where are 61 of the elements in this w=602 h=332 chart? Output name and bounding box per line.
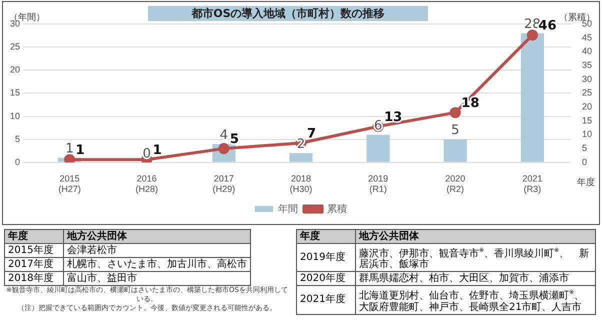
y-tick-label: 20 bbox=[10, 64, 20, 75]
data-label: 5 bbox=[451, 123, 460, 138]
data-label: 1 bbox=[65, 142, 74, 157]
text: 2017年度 bbox=[4, 258, 64, 272]
y2-tick-label: 15 bbox=[582, 115, 592, 126]
y2-tick-label: 30 bbox=[582, 74, 592, 84]
text: 2021年度 bbox=[296, 286, 356, 314]
y-tick-label: 5 bbox=[14, 134, 20, 144]
y2-tick-label: 20 bbox=[582, 102, 592, 112]
text: 地方公共団体 bbox=[356, 230, 596, 244]
text: 年度 bbox=[4, 230, 64, 244]
x-tick-label: 2021 (R3) bbox=[522, 173, 542, 194]
y2-tick-label: 35 bbox=[582, 60, 592, 70]
y-tick-label: 25 bbox=[10, 42, 20, 52]
y-tick-label: 15 bbox=[10, 88, 20, 98]
y-tick-label: 0 bbox=[14, 156, 20, 167]
text: 年度 bbox=[296, 230, 356, 244]
x-tick-label: 2019 (R1) bbox=[368, 173, 388, 194]
data-label: 6 bbox=[374, 118, 382, 134]
x-tick-label: 2017 (H29) bbox=[212, 173, 236, 194]
text: 北海道更別村、仙台市、佐野市、埼玉県横瀬町$^{※}$、大阪府豊能町、神戸市、長崎県全21市町、人吉市 bbox=[356, 286, 596, 314]
data-label: 5 bbox=[230, 132, 239, 147]
text: 群馬県嬬恋村、柏市、大田区、加賀市、浦添市 bbox=[356, 272, 596, 286]
y2-tick-label: 40 bbox=[582, 46, 592, 56]
data-label: 4 bbox=[220, 128, 228, 143]
y2-tick-label: 25 bbox=[582, 88, 592, 98]
x-tick-label: 2016 (H28) bbox=[135, 173, 158, 194]
y2-tick-label: 45 bbox=[582, 32, 592, 42]
data-label: 2 bbox=[296, 137, 306, 152]
point bbox=[526, 30, 538, 41]
y2-tick-label: 10 bbox=[582, 129, 592, 140]
data-label: 13 bbox=[384, 110, 402, 125]
text: 2019年度 bbox=[296, 244, 356, 272]
data-label: 46 bbox=[538, 18, 557, 34]
y2-tick-label: 0 bbox=[582, 156, 588, 167]
y2-tick-label: 5 bbox=[582, 143, 588, 154]
text: 藤沢市、伊那市、観音寺市$^{※}$、香川県綾川町$^{※}$、 新居浜市、飯塚市 bbox=[359, 247, 590, 270]
text: 2018年度 bbox=[4, 272, 64, 286]
data-label: 1 bbox=[152, 143, 162, 158]
legend-label: 年間 bbox=[278, 202, 298, 215]
data-label: 1 bbox=[76, 143, 85, 158]
x-tick-label: 2018 (H30) bbox=[290, 173, 312, 194]
bar bbox=[289, 153, 313, 162]
text: 地方公共団体 bbox=[64, 230, 250, 244]
x-axis-title: 年度 bbox=[577, 177, 595, 188]
bar bbox=[366, 134, 390, 162]
x-tick-label: 2020 (R2) bbox=[445, 173, 466, 194]
y-tick-label: 10 bbox=[10, 110, 20, 121]
data-label: 7 bbox=[307, 126, 316, 142]
bar bbox=[520, 33, 544, 162]
text: 2015年度 bbox=[4, 244, 64, 258]
text: 札幌市、さいたま市、加古川市、高松市 bbox=[64, 258, 250, 272]
text: 2020年度 bbox=[296, 272, 356, 286]
text: 会津若松市 bbox=[64, 244, 250, 258]
bar bbox=[444, 139, 467, 162]
x-tick-label: 2015 (H27) bbox=[58, 173, 81, 194]
chart-title: 都市OSの導入地域（市町村）数の推移 bbox=[148, 6, 428, 21]
text: 富山市、益田市 bbox=[64, 272, 250, 286]
legend-label: 累積 bbox=[327, 202, 347, 215]
point bbox=[64, 154, 76, 162]
point bbox=[450, 107, 461, 118]
